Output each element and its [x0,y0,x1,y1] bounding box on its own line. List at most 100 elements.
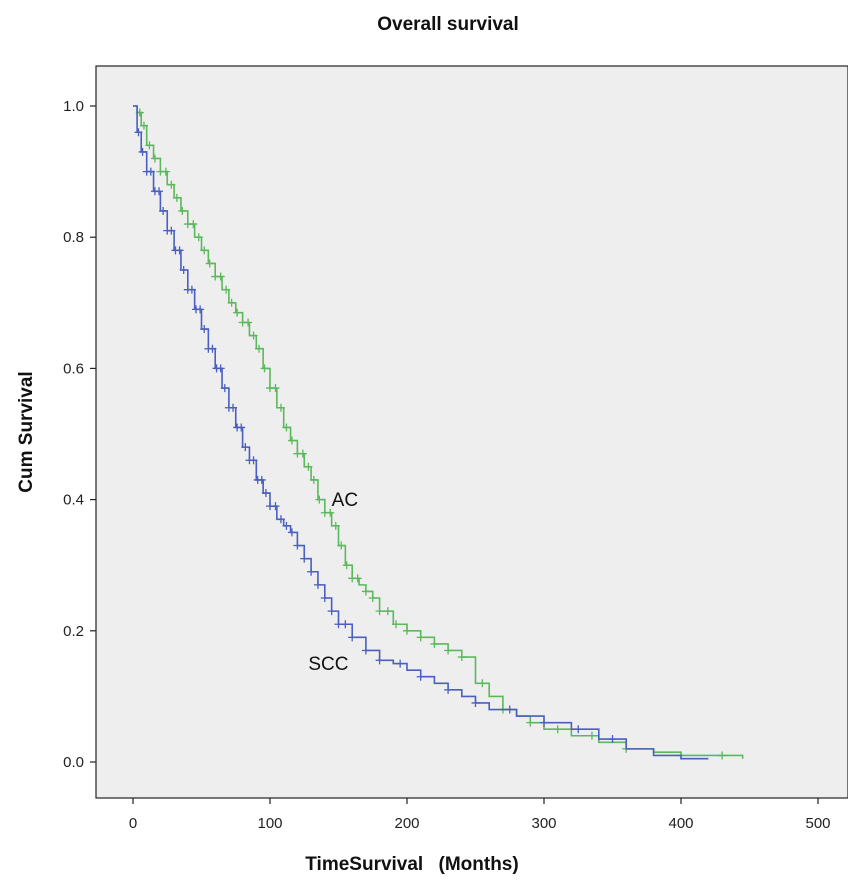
x-tick-label: 200 [394,815,419,832]
censor-mark [276,403,285,412]
x-axis-title-text: TimeSurvival [305,854,423,875]
censor-mark [505,705,514,714]
series-layer: AC SCC [133,105,744,760]
censor-mark [416,672,425,681]
series-label-ac: AC [332,490,358,511]
censor-mark [392,620,401,629]
censor-mark [208,344,217,353]
censor-mark [287,436,296,445]
x-tick-label: 100 [257,815,282,832]
censor-mark [718,751,727,760]
censor-mark [375,656,384,665]
censor-mark [304,462,313,471]
censor-mark [444,646,453,655]
censor-mark [200,325,209,334]
series-scc: SCC [133,105,709,760]
censor-mark [257,475,266,484]
censor-mark [403,626,411,635]
censor-mark [134,128,143,137]
x-axis-unit: (Months) [439,854,519,875]
censor-mark [249,456,258,465]
censor-mark [282,521,291,530]
censor-mark [229,403,238,412]
censor-mark [271,384,280,393]
y-tick-label: 0.4 [63,492,84,509]
y-tick-label: 0.6 [63,360,84,377]
censor-mark [200,246,209,255]
series-label-scc: SCC [308,654,348,675]
censor-mark [313,580,322,589]
censor-mark [155,187,164,196]
x-tick-label: 400 [668,815,693,832]
censor-mark [287,528,296,537]
y-axis-ticks: 0.0 0.2 0.4 0.6 0.8 1.0 [63,98,96,771]
censor-mark [300,554,309,563]
censor-mark [139,121,148,130]
censor-mark [574,725,583,734]
censor-mark [227,298,236,307]
censor-mark [540,718,548,727]
censor-mark [260,364,269,373]
censor-mark [145,141,154,150]
censor-mark [276,515,285,524]
censor-mark [334,620,343,629]
censor-mark [271,502,280,511]
plot-area [95,65,848,799]
censor-mark [396,659,405,668]
censor-mark [167,226,176,235]
x-axis-ticks: 0 100 200 300 400 500 [129,798,831,832]
censor-mark [457,653,466,662]
censor-mark [471,698,480,707]
censor-mark [331,521,340,530]
censor-mark [430,639,439,648]
censor-mark [237,423,246,432]
censor-mark [342,561,351,570]
censor-mark [189,220,198,229]
censor-mark [233,308,242,317]
censor-mark [138,147,147,156]
censor-mark [179,266,188,274]
censor-mark [220,384,229,393]
censor-mark [383,607,392,616]
censor-mark [255,344,264,353]
censor-mark [587,731,596,740]
censor-mark [222,285,231,294]
censor-mark [159,206,168,215]
x-axis-title: TimeSurvival (Months) [305,854,518,875]
y-tick-label: 0.2 [63,623,84,640]
x-tick-label: 0 [129,815,137,832]
censor-mark [187,285,196,294]
censor-mark [205,259,214,268]
y-axis-title: Cum Survival [16,371,37,492]
x-tick-label: 300 [531,815,556,832]
y-tick-label: 0.8 [63,229,84,246]
censor-mark [150,154,159,163]
censor-mark [196,305,205,314]
censor-mark [172,193,181,202]
censor-mark [361,646,370,655]
censor-mark [309,475,318,484]
censor-mark [315,495,324,504]
censor-mark [553,725,562,734]
censor-mark [444,685,453,694]
censor-mark [216,364,225,373]
censor-mark [326,508,335,517]
censor-mark [244,318,253,327]
chart-title: Overall survival [377,14,519,35]
censor-mark [194,233,203,242]
censor-mark [293,541,302,550]
censor-mark [327,607,336,616]
censor-mark [175,246,184,255]
censor-mark [375,607,384,616]
censor-mark [320,594,329,602]
censor-mark [348,633,357,642]
censor-mark [478,679,487,688]
censor-mark [341,620,350,629]
censor-mark [298,449,307,458]
censor-mark [361,587,370,596]
censor-mark [161,167,170,176]
censor-mark [216,272,225,281]
censor-mark [416,633,425,642]
censor-mark [249,331,258,340]
